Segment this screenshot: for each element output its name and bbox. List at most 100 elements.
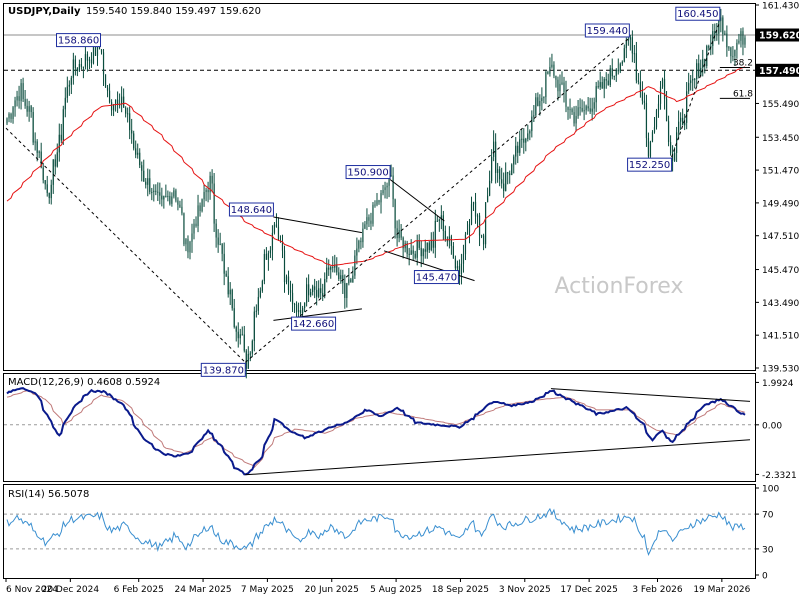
- price-candle: [410, 239, 412, 255]
- price-candle: [517, 141, 519, 164]
- price-axis-tick: 149.490: [762, 199, 799, 209]
- price-candle: [684, 113, 686, 131]
- price-candle: [253, 306, 255, 352]
- price-candle: [249, 351, 251, 362]
- price-candle: [476, 213, 479, 228]
- price-candle: [621, 60, 623, 66]
- price-candle: [48, 192, 50, 204]
- price-candle: [8, 112, 10, 123]
- price-candle: [114, 99, 117, 112]
- price-candle: [197, 194, 199, 233]
- price-candle: [70, 75, 72, 95]
- price-axis-tick: 147.510: [762, 232, 799, 242]
- price-candle: [183, 212, 185, 247]
- price-candle: [231, 288, 233, 311]
- price-candle: [165, 184, 167, 198]
- price-candle: [571, 107, 573, 115]
- price-candle: [350, 277, 352, 283]
- price-candle: [589, 97, 591, 114]
- price-candle: [82, 66, 85, 79]
- price-candle: [380, 190, 382, 214]
- price-candle: [265, 247, 267, 260]
- price-candle: [374, 200, 376, 208]
- rsi-axis-tick: 100: [762, 485, 779, 495]
- svg-text:148.640: 148.640: [231, 205, 272, 216]
- price-candle: [342, 269, 344, 294]
- price-candle: [424, 239, 426, 259]
- price-candle: [619, 62, 621, 74]
- price-candle: [366, 208, 368, 231]
- price-candle: [163, 195, 165, 209]
- fib-level-label: 38.2: [733, 58, 753, 68]
- price-candle: [661, 77, 664, 89]
- price-annotation: 142.660: [291, 316, 337, 331]
- macd-title: MACD(12,26,9) 0.4608 0.5924: [8, 377, 160, 388]
- price-trendline: [5, 127, 246, 363]
- price-annotation: 145.470: [413, 270, 459, 285]
- price-candle: [595, 81, 597, 112]
- price-candle: [400, 224, 402, 241]
- price-candle: [243, 325, 245, 353]
- price-candle: [235, 325, 237, 342]
- price-candle: [22, 77, 24, 102]
- price-candle: [209, 171, 211, 200]
- price-candle: [352, 266, 354, 283]
- price-candle: [247, 346, 249, 369]
- price-candle: [291, 283, 294, 312]
- price-candle: [575, 105, 577, 132]
- price-candle: [68, 80, 70, 96]
- price-panel: [3, 3, 756, 371]
- price-candle: [653, 116, 656, 134]
- price-trendline: [273, 308, 362, 321]
- price-candle: [503, 172, 505, 198]
- price-candle: [112, 103, 115, 117]
- price-candle: [245, 349, 247, 379]
- price-annotation: 148.640: [228, 202, 274, 217]
- price-candle: [738, 33, 740, 45]
- price-candle: [281, 234, 284, 259]
- price-candle: [153, 184, 155, 202]
- price-candle: [185, 238, 187, 252]
- price-candle: [360, 237, 362, 250]
- price-candle: [123, 88, 125, 108]
- price-candle: [535, 93, 537, 117]
- price-candle: [151, 187, 153, 201]
- price-candle: [509, 170, 511, 184]
- price-candle: [722, 15, 724, 42]
- price-candle: [104, 74, 107, 88]
- svg-text:139.870: 139.870: [203, 365, 244, 376]
- price-candle: [440, 205, 442, 230]
- price-candle: [581, 99, 583, 113]
- price-candle: [444, 225, 446, 242]
- price-candle: [143, 159, 145, 182]
- price-candle: [332, 256, 334, 273]
- price-candle: [655, 108, 658, 130]
- price-annotation: 158.860: [56, 33, 102, 48]
- price-candle: [80, 57, 83, 70]
- price-candle: [6, 117, 8, 126]
- price-candle: [141, 161, 143, 182]
- price-candle: [647, 132, 650, 163]
- price-candle: [14, 96, 16, 117]
- price-candle: [553, 61, 555, 79]
- price-candle: [62, 105, 64, 145]
- price-candle: [613, 75, 615, 81]
- price-candle: [631, 30, 633, 63]
- price-candle: [372, 202, 374, 227]
- price-candle: [442, 210, 444, 241]
- price-candle: [330, 265, 332, 279]
- price-candle: [211, 169, 213, 193]
- price-candle: [72, 52, 74, 85]
- price-candle: [659, 80, 662, 110]
- price-candle: [195, 216, 197, 228]
- macd-line: [6, 387, 746, 476]
- price-candle: [127, 107, 129, 123]
- macd-trendline: [550, 388, 751, 402]
- price-candle: [452, 242, 455, 259]
- date-axis-tick: 7 May 2025: [241, 585, 294, 595]
- price-trendline: [383, 250, 475, 282]
- price-candle: [277, 217, 280, 241]
- price-candle: [90, 52, 93, 68]
- price-candle: [169, 191, 171, 206]
- price-candle: [533, 105, 535, 123]
